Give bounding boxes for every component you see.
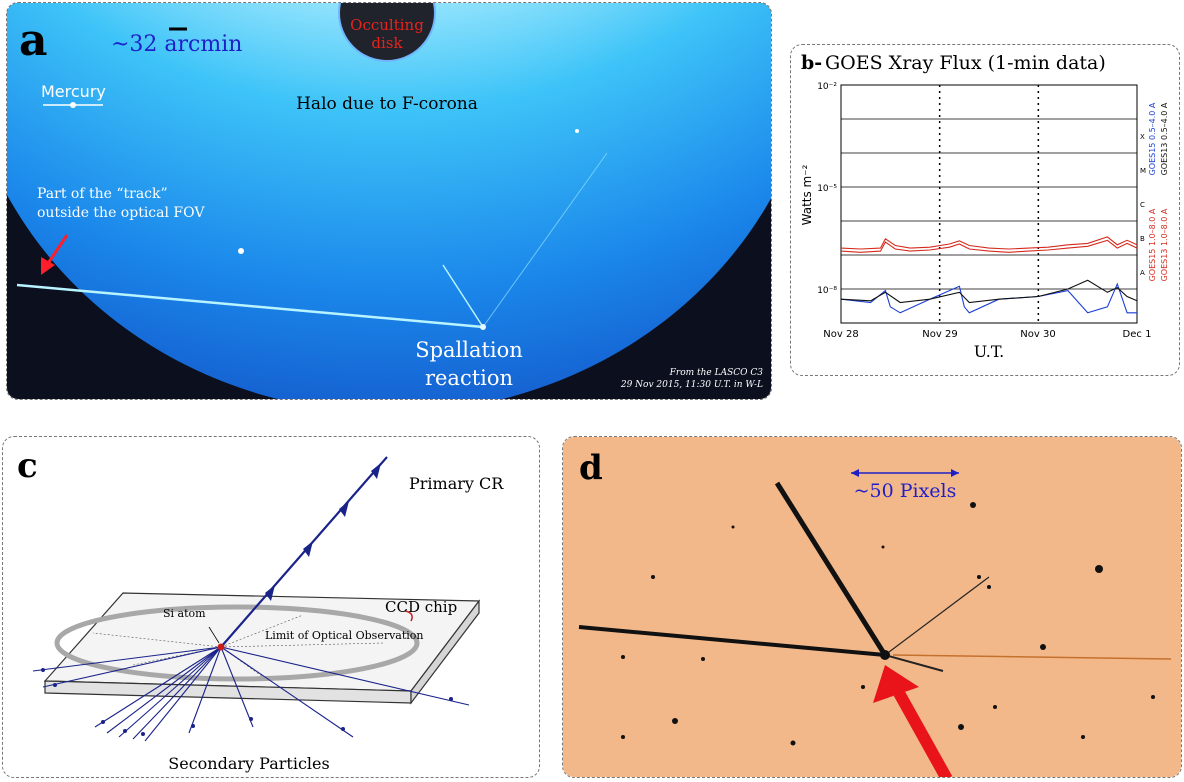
cosmic-ray-track	[16, 283, 484, 329]
goes-chart: b- GOES Xray Flux (1-min data) 10⁻² 10⁻⁵…	[800, 52, 1169, 361]
secondary-track	[442, 264, 484, 328]
primary-cr-track	[220, 456, 388, 648]
star-dot	[238, 248, 244, 254]
optical-limit-ellipse	[54, 604, 420, 682]
y-tick-label: 10⁻⁵	[817, 184, 837, 194]
si-atom-label: Si atom	[163, 607, 206, 620]
class-letter: X	[1140, 133, 1145, 141]
arcmin-scale-label: ~32 arcmin	[111, 32, 242, 57]
ccd-chip-side	[410, 599, 480, 705]
plot-frame	[840, 84, 1138, 324]
series-line-0	[840, 236, 1138, 250]
spallation-label-line1: Spallation	[415, 338, 523, 362]
red-arrow-shaft	[893, 690, 953, 777]
orange-track	[892, 654, 1172, 660]
panel-b-goes-chart: b- GOES Xray Flux (1-min data) 10⁻² 10⁻⁵…	[790, 44, 1180, 376]
mercury-dot	[70, 102, 76, 108]
secondary-particle-rays	[32, 646, 470, 742]
secondary-cr-track	[774, 481, 888, 657]
occulting-disk	[338, 3, 436, 62]
series-layer	[840, 236, 1138, 314]
credit-line1: From the LASCO C3	[669, 368, 764, 378]
x-tick-label: Nov 30	[1020, 329, 1055, 340]
impact-point	[880, 650, 890, 660]
red-arrow-head	[873, 665, 919, 703]
ccd-chip-label: CCD chip	[385, 598, 457, 616]
day-dividers	[938, 85, 1040, 323]
class-letter: M	[1140, 167, 1146, 175]
pixel-scale-label: ~50 Pixels	[854, 480, 957, 502]
series-line-3	[840, 279, 1138, 304]
y-axis-label: Watts m⁻²	[800, 164, 814, 225]
credit-line2: 29 Nov 2015, 11:30 U.T. in W-L	[620, 380, 763, 390]
x-tick-label: Dec 1	[1123, 329, 1152, 340]
secondary-arrowheads	[41, 668, 453, 736]
si-atom-dot	[217, 643, 225, 651]
primary-cr-arrowheads	[265, 463, 381, 601]
halo-label: Halo due to F-corona	[296, 94, 478, 114]
ccd-diagram: c Primary CR C	[17, 446, 504, 773]
short-track	[884, 654, 944, 672]
disk-label-line2: disk	[371, 34, 403, 52]
primary-cr-label: Primary CR	[409, 474, 504, 493]
series-line-2	[840, 282, 1137, 314]
red-tick-mark	[404, 610, 413, 622]
scale-arrow-left	[851, 469, 859, 477]
limit-label: Limit of Optical Observation	[265, 629, 424, 642]
track-arrow-head	[41, 257, 55, 275]
legend-goes15-short: GOES15 0.5–4.0 A	[1148, 102, 1157, 175]
panel-d-ccd-image: ~50 Pixels d	[562, 436, 1182, 778]
class-letter: A	[1140, 269, 1145, 277]
x-axis-label: U.T.	[974, 342, 1005, 361]
track-label-line1: Part of the “track”	[37, 186, 168, 202]
class-letter: C	[1140, 201, 1145, 209]
secondary-particles-label: Secondary Particles	[168, 754, 329, 773]
panel-a-lasco-image: Occulting disk Halo due to F-corona a ~3…	[6, 2, 772, 400]
chart-title: GOES Xray Flux (1-min data)	[825, 52, 1106, 74]
f-corona-halo	[7, 3, 771, 399]
panel-b-label: b-	[801, 52, 822, 74]
panel-c-label: c	[17, 446, 38, 486]
legend-goes13-short: GOES13 0.5–4.0 A	[1160, 102, 1169, 175]
x-tick-label: Nov 29	[922, 329, 957, 340]
lasco-image: Occulting disk Halo due to F-corona a ~3…	[7, 3, 771, 399]
track-label-line2: outside the optical FOV	[37, 205, 205, 221]
legend-goes15-long: GOES15 1.0–8.0 A	[1148, 208, 1157, 281]
panel-a-label: a	[19, 15, 48, 66]
legend-goes13-long: GOES13 1.0–8.0 A	[1160, 208, 1169, 281]
si-atom-pointer	[208, 626, 220, 644]
disk-label-line1: Occulting	[350, 16, 424, 34]
y-tick-label: 10⁻⁸	[817, 286, 837, 296]
star-dot	[575, 129, 579, 133]
faint-secondary-track	[482, 152, 608, 328]
speckles	[621, 502, 1155, 746]
panel-c-ccd-diagram: c Primary CR C	[2, 436, 540, 778]
ccd-image: ~50 Pixels d	[563, 437, 1181, 777]
panel-d-label: d	[579, 448, 603, 488]
y-tick-label: 10⁻²	[817, 82, 837, 92]
spallation-label-line2: reaction	[425, 366, 513, 390]
ccd-background	[563, 437, 1181, 777]
series-line-1	[840, 239, 1138, 253]
gridlines	[841, 84, 1137, 290]
track-arrow-shaft	[45, 234, 69, 266]
spallation-point	[480, 324, 486, 330]
class-letters: X M C B A	[1140, 133, 1146, 277]
x-tick-label: Nov 28	[823, 329, 858, 340]
class-letter: B	[1140, 235, 1145, 243]
scale-arrow-right	[951, 469, 959, 477]
faint-track	[884, 576, 990, 656]
mercury-label: Mercury	[41, 82, 106, 101]
main-cr-track	[578, 625, 886, 657]
